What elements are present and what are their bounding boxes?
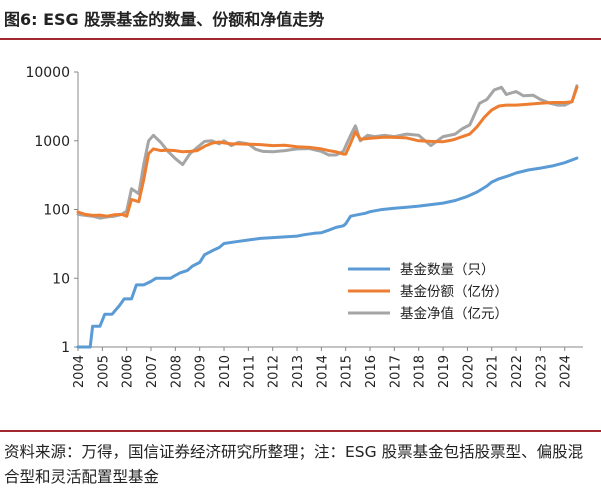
series-line-2 — [76, 85, 579, 218]
series-line-3 — [76, 84, 579, 220]
legend-label-3: 基金净值（亿元） — [400, 305, 508, 322]
x-tick-label: 2014 — [315, 355, 330, 388]
legend-label-1: 基金数量（只） — [400, 261, 495, 278]
x-tick-label: 2006 — [121, 355, 136, 388]
y-axis: 1 10 100 1000 10000 — [25, 65, 79, 356]
figure-title: 图6: ESG 股票基金的数量、份额和净值走势 — [4, 10, 325, 29]
x-tick-label: 2020 — [461, 355, 476, 388]
series-line-1 — [76, 156, 579, 349]
title-rule — [0, 38, 601, 40]
legend: 基金数量（只） 基金份额（亿份） 基金净值（亿元） — [348, 261, 508, 322]
series-layer — [76, 84, 579, 349]
y-tick-label: 10000 — [25, 65, 70, 81]
fund-chart: 1 10 100 1000 10000 2004 2005 2006 2007 2008 2009… — [25, 65, 583, 388]
source-note: 资料来源：万得，国信证券经济研究所整理；注：ESG 股票基金包括股票型、偏股混合… — [4, 443, 584, 486]
x-tick-label: 2021 — [486, 355, 501, 388]
x-tick-label: 2010 — [218, 355, 233, 388]
x-tick-label: 2016 — [364, 355, 379, 388]
x-tick-label: 2004 — [72, 355, 87, 388]
x-tick-label: 2012 — [267, 355, 282, 388]
x-tick-label: 2005 — [96, 355, 111, 388]
x-tick-label: 2022 — [510, 355, 525, 388]
x-tick-label: 2023 — [534, 355, 549, 388]
y-tick-label: 100 — [43, 203, 70, 219]
y-tick-label: 1000 — [34, 134, 70, 150]
x-tick-label: 2009 — [194, 355, 209, 388]
x-tick-label: 2013 — [291, 355, 306, 388]
x-axis: 2004 2005 2006 2007 2008 2009 2010 2011 2012 2013… — [72, 346, 583, 388]
x-tick-label: 2019 — [437, 355, 452, 388]
x-tick-label: 2007 — [145, 355, 160, 388]
legend-label-2: 基金份额（亿份） — [400, 283, 508, 300]
y-tick-label: 10 — [52, 271, 70, 287]
y-tick-label: 1 — [61, 340, 70, 356]
x-tick-label: 2011 — [242, 355, 257, 388]
x-tick-label: 2017 — [388, 355, 403, 388]
x-tick-label: 2008 — [169, 355, 184, 388]
x-tick-label: 2015 — [340, 355, 355, 388]
x-tick-label: 2024 — [559, 355, 574, 388]
source-rule — [0, 430, 601, 432]
x-tick-label: 2018 — [413, 355, 428, 388]
